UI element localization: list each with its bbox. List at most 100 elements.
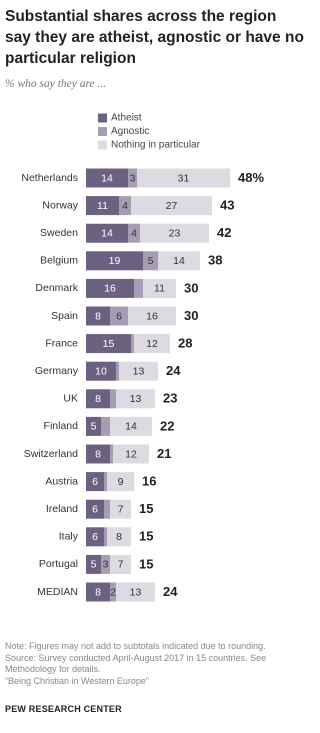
bar-segment bbox=[110, 389, 116, 409]
bar-label: 6 bbox=[92, 531, 98, 543]
bar-label: 16 bbox=[146, 310, 158, 322]
legend-label: Agnostic bbox=[111, 126, 149, 137]
bar-label: 16 bbox=[104, 283, 116, 295]
bar-label: 12 bbox=[146, 338, 158, 350]
bar-label: 4 bbox=[131, 227, 137, 239]
legend-swatch bbox=[98, 127, 107, 136]
bar-segment bbox=[86, 278, 134, 298]
bar-label: 9 bbox=[118, 476, 124, 488]
bar-segment bbox=[110, 554, 131, 574]
total-label: 30 bbox=[184, 308, 198, 323]
bar-segment bbox=[101, 554, 110, 574]
bar-segment bbox=[86, 223, 128, 243]
total-label: 24 bbox=[166, 363, 181, 378]
bar-segment bbox=[119, 361, 158, 381]
bar-segment bbox=[128, 223, 140, 243]
bar-label: 8 bbox=[95, 448, 101, 460]
bar-label: 5 bbox=[91, 421, 97, 433]
bar-segment bbox=[104, 499, 110, 519]
category-label: Netherlands bbox=[21, 172, 78, 184]
note: Note: Figures may not add to subtotals i… bbox=[5, 641, 266, 651]
total-label: 22 bbox=[160, 418, 174, 433]
bar-segment bbox=[86, 168, 128, 188]
bar-label: 11 bbox=[97, 200, 108, 212]
bar-label: 8 bbox=[95, 310, 101, 322]
bar-segment bbox=[101, 416, 110, 436]
bar-label: 5 bbox=[148, 255, 154, 267]
bar-segment bbox=[143, 251, 158, 271]
bar-label: 6 bbox=[92, 503, 98, 515]
bar-label: 2 bbox=[110, 586, 116, 598]
bar-label: 10 bbox=[95, 365, 107, 377]
bar-label: 15 bbox=[103, 338, 115, 350]
bar-segment bbox=[110, 582, 116, 602]
category-label: UK bbox=[63, 393, 78, 405]
bar-label: 14 bbox=[173, 255, 185, 267]
legend-swatch bbox=[98, 113, 107, 123]
bar-segment bbox=[116, 582, 155, 602]
category-label: Switzerland bbox=[24, 448, 78, 460]
bar-label: 8 bbox=[116, 531, 122, 543]
bar-segment bbox=[116, 389, 155, 409]
bar-segment bbox=[86, 389, 110, 409]
bar-segment bbox=[86, 527, 104, 547]
bar-label: 14 bbox=[125, 421, 137, 433]
bar-label: 14 bbox=[101, 227, 113, 239]
bar-segment bbox=[86, 444, 110, 464]
bar-segment bbox=[140, 223, 209, 243]
bar-label: 23 bbox=[169, 227, 181, 239]
category-label: Denmark bbox=[35, 282, 78, 294]
bar-segment bbox=[104, 472, 107, 492]
total-label: 28 bbox=[178, 336, 192, 351]
chart-subtitle: % who say they are ... bbox=[5, 78, 107, 90]
bar-segment bbox=[119, 196, 131, 216]
bar-label: 27 bbox=[166, 200, 178, 212]
bar-segment bbox=[86, 196, 119, 216]
legend-swatch bbox=[98, 140, 107, 150]
chart: Atheist Agnostic Nothing in particular Neth… bbox=[21, 113, 264, 602]
bar-segment bbox=[131, 196, 212, 216]
bar-label: 13 bbox=[130, 586, 142, 598]
bar-segment bbox=[137, 168, 230, 188]
bar-segment bbox=[86, 499, 104, 519]
category-label: Norway bbox=[42, 199, 78, 211]
bar-segment bbox=[86, 361, 116, 381]
bar-label: 13 bbox=[133, 365, 145, 377]
legend-label: Atheist bbox=[111, 113, 142, 124]
bar-label: 3 bbox=[130, 172, 136, 184]
brand: PEW RESEARCH CENTER bbox=[5, 704, 122, 714]
category-label: MEDIAN bbox=[37, 586, 78, 598]
category-label: Portugal bbox=[39, 558, 78, 570]
bar-label: 6 bbox=[116, 310, 122, 322]
category-label: Germany bbox=[35, 365, 79, 377]
bar-label: 4 bbox=[122, 200, 128, 212]
bar-segment bbox=[131, 334, 134, 354]
bar-segment bbox=[86, 416, 101, 436]
bar-segment bbox=[143, 278, 176, 298]
bar-label: 5 bbox=[91, 559, 97, 571]
page: Atheist Agnostic Nothing in particular Neth… bbox=[5, 8, 304, 714]
category-label: France bbox=[45, 337, 78, 349]
bar-segment bbox=[86, 582, 110, 602]
category-label: Ireland bbox=[46, 503, 78, 515]
bar-segment bbox=[134, 278, 143, 298]
category-label: Spain bbox=[51, 310, 78, 322]
bar-label: 13 bbox=[130, 393, 142, 405]
bar-segment bbox=[158, 251, 200, 271]
bar-label: 8 bbox=[95, 393, 101, 405]
bar-label: 3 bbox=[103, 559, 109, 571]
total-label: 15 bbox=[139, 501, 153, 516]
bar-label: 7 bbox=[118, 503, 124, 515]
bar-segment bbox=[113, 444, 149, 464]
category-label: Belgium bbox=[40, 255, 78, 267]
total-label: 48% bbox=[238, 170, 264, 185]
bar-segment bbox=[110, 306, 128, 326]
total-label: 16 bbox=[142, 474, 156, 489]
bar-segment bbox=[116, 361, 119, 381]
bar-segment bbox=[86, 472, 104, 492]
bar-segment bbox=[128, 168, 137, 188]
bar-segment bbox=[107, 527, 131, 547]
bar-label: 31 bbox=[178, 172, 190, 184]
bar-segment bbox=[86, 251, 143, 271]
bar-segment bbox=[107, 472, 134, 492]
